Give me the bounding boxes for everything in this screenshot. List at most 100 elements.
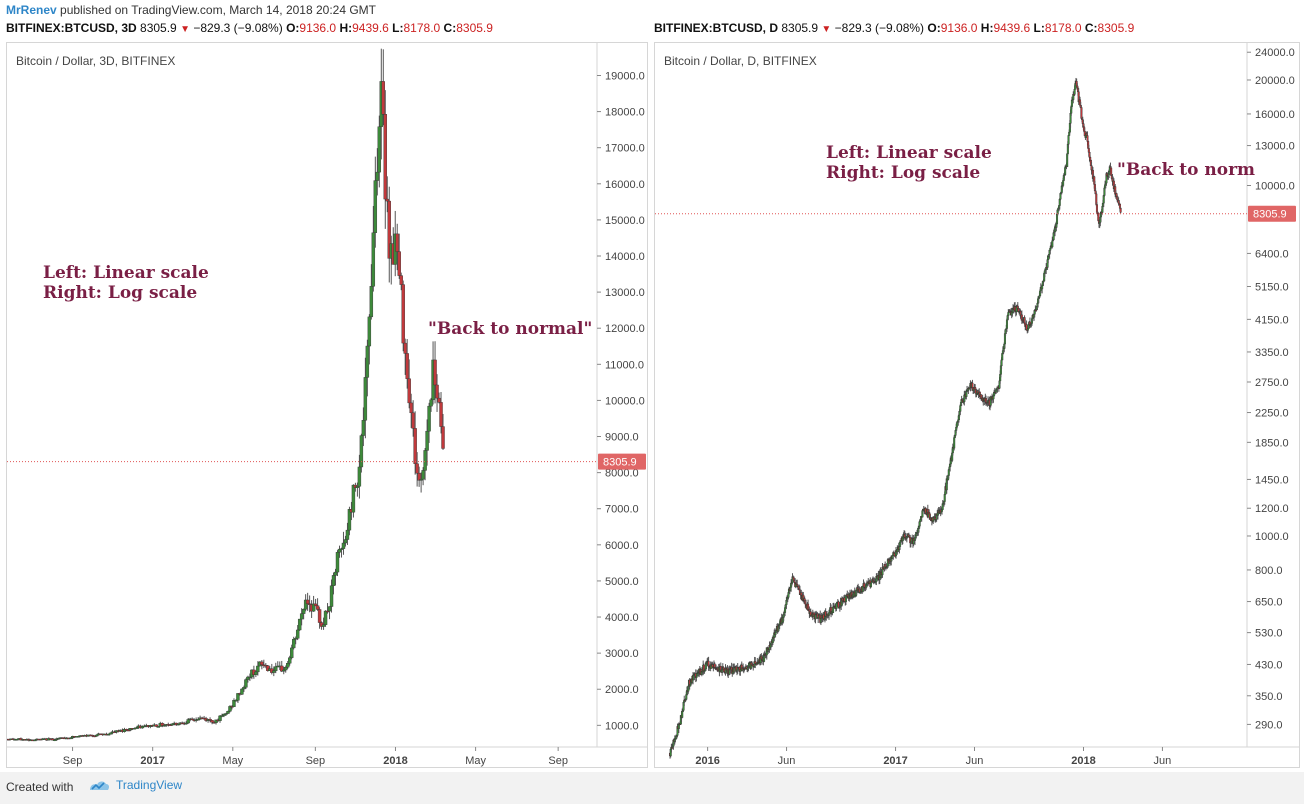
left-low-label: L: bbox=[392, 21, 404, 35]
candle-up bbox=[15, 739, 19, 741]
x-tick-label: Jun bbox=[778, 755, 796, 767]
candle-down bbox=[387, 200, 391, 259]
candle-up bbox=[224, 713, 228, 715]
candle-up bbox=[373, 180, 378, 233]
candle-up bbox=[429, 399, 433, 407]
right-annotation-line2: Right: Log scale bbox=[826, 163, 981, 183]
candle-up bbox=[288, 657, 292, 664]
candle-up bbox=[681, 711, 684, 718]
candle-up bbox=[274, 666, 278, 671]
candle-up bbox=[359, 435, 364, 468]
right-low: 8178.0 bbox=[1044, 21, 1082, 35]
author-link[interactable]: MrRenev bbox=[6, 3, 57, 17]
y-tick-label: 17000.0 bbox=[605, 143, 645, 155]
candle-up bbox=[329, 585, 334, 607]
right-last: 8305.9 bbox=[781, 21, 819, 35]
x-tick-label: May bbox=[465, 755, 486, 767]
y-tick-label: 800.0 bbox=[1255, 565, 1283, 577]
last-price-badge bbox=[598, 453, 646, 470]
y-tick-label: 4150.0 bbox=[1255, 314, 1289, 326]
candle-up bbox=[347, 509, 352, 531]
right-chart-title: Bitcoin / Dollar, D, BITFINEX bbox=[664, 54, 817, 68]
candle-up bbox=[375, 171, 380, 181]
candle-down bbox=[305, 599, 310, 604]
last-price-label: 8305.9 bbox=[1253, 209, 1287, 221]
y-tick-label: 9000.0 bbox=[605, 432, 639, 444]
left-chart-panel[interactable]: 1000.0 2000.0 3000.0 4000.0 5000.0 6000.0 7000… bbox=[6, 42, 648, 768]
candle-down bbox=[415, 463, 419, 474]
candles-group bbox=[669, 77, 1122, 759]
y-tick-label: 2250.0 bbox=[1255, 408, 1289, 420]
right-low-label: L: bbox=[1033, 21, 1045, 35]
candle-down bbox=[413, 428, 417, 464]
candle-up bbox=[311, 603, 316, 612]
y-tick-label: 18000.0 bbox=[605, 107, 645, 119]
tradingview-logo-icon bbox=[90, 781, 110, 791]
right-high-label: H: bbox=[980, 21, 994, 35]
candle-down bbox=[437, 397, 441, 403]
candle-up bbox=[784, 607, 787, 613]
publish-text: published on TradingView.com, March 14, … bbox=[60, 3, 376, 17]
candle-up bbox=[427, 405, 431, 432]
candle-down bbox=[399, 275, 403, 285]
right-annotation-scale: Left: Linear scale Right: Log scale bbox=[826, 143, 992, 183]
left-last: 8305.9 bbox=[140, 21, 177, 35]
y-tick-label: 7000.0 bbox=[605, 504, 639, 516]
candle-down bbox=[383, 114, 387, 200]
candle-down bbox=[397, 251, 401, 276]
candle-up bbox=[1000, 359, 1003, 367]
candle-down bbox=[154, 724, 159, 727]
right-high: 9439.6 bbox=[993, 21, 1031, 35]
candle-down bbox=[313, 603, 318, 606]
right-chart-panel[interactable]: 290.0 350.0 430.0 530.0 650.0 800.0 1000.0 1200… bbox=[654, 42, 1300, 768]
candle-down bbox=[1080, 107, 1083, 119]
left-ohlc-legend: BITFINEX:BTCUSD, 3D 8305.9 ▼ −829.3 (−9.… bbox=[6, 21, 493, 37]
y-tick-label: 530.0 bbox=[1255, 628, 1283, 640]
candle-up bbox=[369, 286, 374, 318]
candle-up bbox=[869, 582, 872, 587]
left-chart-svg[interactable]: 1000.0 2000.0 3000.0 4000.0 5000.0 6000.0 7000… bbox=[7, 43, 647, 767]
y-tick-label: 1450.0 bbox=[1255, 474, 1289, 486]
candle-up bbox=[226, 710, 230, 714]
y-tick-label: 24000.0 bbox=[1255, 47, 1295, 59]
y-tick-label: 12000.0 bbox=[605, 323, 645, 335]
y-tick-label: 8000.0 bbox=[605, 468, 639, 480]
tradingview-brand: TradingView bbox=[116, 778, 183, 792]
x-tick-label: Sep bbox=[306, 755, 326, 767]
candle-up bbox=[1067, 135, 1070, 145]
left-open: 9136.0 bbox=[299, 21, 337, 35]
candle-up bbox=[290, 647, 294, 658]
candle-up bbox=[286, 663, 290, 668]
candle-up bbox=[1070, 99, 1073, 107]
y-tick-label: 10000.0 bbox=[1255, 180, 1295, 192]
right-close: 8305.9 bbox=[1097, 21, 1135, 35]
left-annotation-scale: Left: Linear scale Right: Log scale bbox=[43, 263, 209, 303]
left-high-label: H: bbox=[339, 21, 353, 35]
y-tick-label: 1200.0 bbox=[1255, 503, 1289, 515]
right-chart-svg[interactable]: 290.0 350.0 430.0 530.0 650.0 800.0 1000.0 1200… bbox=[655, 43, 1299, 767]
left-annotation-line2: Right: Log scale bbox=[43, 283, 198, 303]
right-annotation-line1: Left: Linear scale bbox=[826, 143, 992, 163]
candle-up bbox=[1026, 328, 1029, 331]
candle-up bbox=[76, 736, 81, 738]
tradingview-link[interactable]: TradingView bbox=[88, 778, 182, 792]
y-tick-label: 13000.0 bbox=[1255, 141, 1295, 153]
candle-up bbox=[1062, 180, 1065, 186]
candle-up bbox=[218, 715, 222, 721]
left-high: 9439.6 bbox=[352, 21, 389, 35]
x-tick-label: 2017 bbox=[140, 755, 164, 767]
candle-up bbox=[357, 466, 362, 487]
x-tick-label: Jun bbox=[966, 755, 984, 767]
candle-up bbox=[242, 687, 246, 690]
x-tick-label: May bbox=[222, 755, 243, 767]
last-price-badge bbox=[1248, 205, 1296, 222]
y-tick-label: 350.0 bbox=[1255, 691, 1283, 703]
candle-down bbox=[317, 609, 322, 623]
created-with-text: Created with bbox=[6, 780, 74, 794]
candle-up bbox=[1007, 312, 1010, 316]
candle-up bbox=[236, 693, 240, 701]
candle-up bbox=[377, 126, 382, 173]
candle-up bbox=[959, 405, 962, 412]
y-tick-label: 1000.0 bbox=[605, 720, 639, 732]
y-tick-label: 2750.0 bbox=[1255, 377, 1289, 389]
